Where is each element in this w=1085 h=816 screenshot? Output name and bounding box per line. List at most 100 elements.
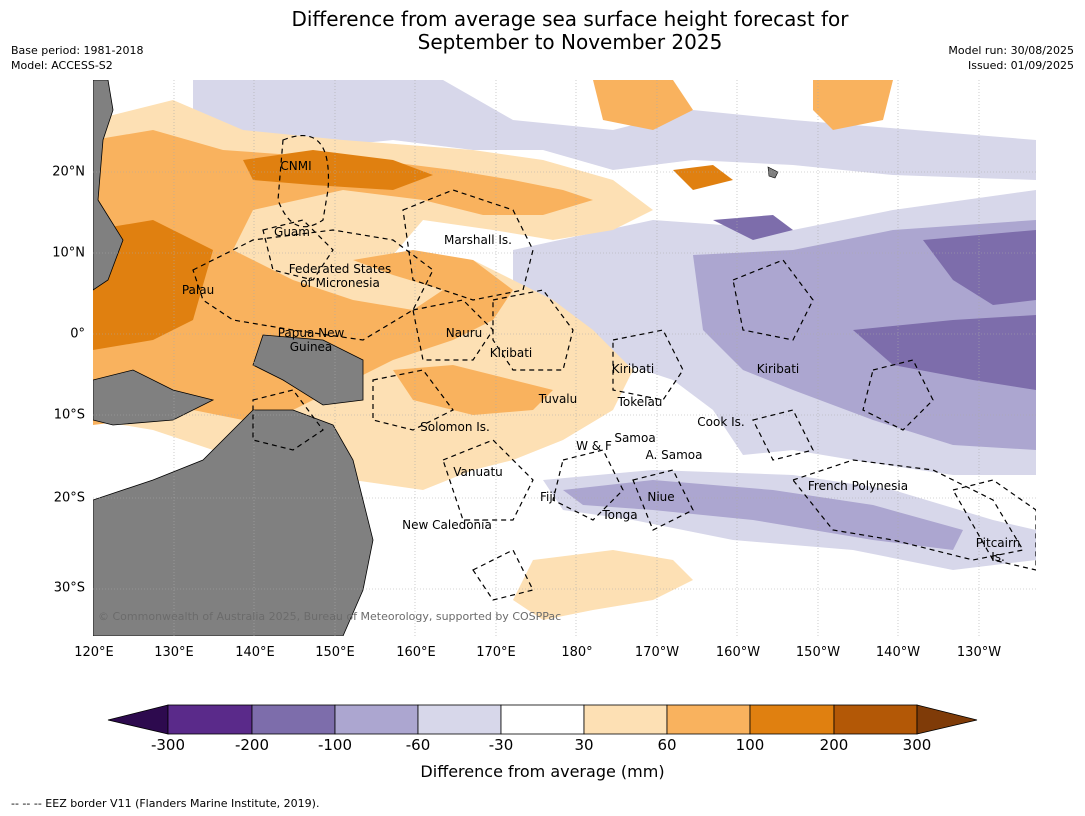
base-period: Base period: 1981-2018 — [11, 44, 144, 57]
lon-label-140e: 140°E — [235, 645, 275, 660]
place-label-fsm: Federated States of Micronesia — [289, 262, 391, 290]
colorbar-bin-3 — [334, 704, 419, 735]
colorbar — [107, 704, 978, 735]
lon-label-150e: 150°E — [315, 645, 355, 660]
place-label-tonga: Tonga — [602, 508, 638, 522]
model-name: Model: ACCESS-S2 — [11, 59, 113, 72]
place-label-french-polynesia: French Polynesia — [807, 479, 909, 493]
anomaly-pos-dark-north — [243, 150, 433, 190]
eez-borders — [192, 135, 1036, 601]
place-label-kiribati-east: Kiribati — [756, 362, 800, 376]
place-label-marshall: Marshall Is. — [444, 233, 512, 247]
lon-label-150w: 150°W — [795, 645, 841, 660]
colorbar-extend-max — [916, 704, 978, 735]
colorbar-tick-30: 30 — [574, 736, 594, 754]
place-label-guam: Guam — [274, 225, 310, 239]
place-label-kiribati-central: Kiribati — [611, 362, 655, 376]
map-svg — [93, 80, 1036, 636]
lon-label-170e: 170°E — [476, 645, 516, 660]
lat-label-10s: 10°S — [53, 407, 85, 423]
pitcairn-line1: Pitcairn — [975, 536, 1021, 550]
lon-label-120e: 120°E — [74, 645, 114, 660]
gridlines — [93, 80, 1036, 636]
png-line1: Papua New — [277, 326, 345, 340]
lat-label-30s: 30°S — [53, 580, 85, 596]
colorbar-tick-200: 200 — [819, 736, 849, 754]
land-hawaii — [767, 166, 779, 179]
lon-label-130w: 130°W — [956, 645, 1002, 660]
land-png — [252, 334, 364, 406]
anomaly-neg-dark-center — [713, 215, 793, 240]
colorbar-tick-100: 100 — [735, 736, 765, 754]
place-label-cook: Cook Is. — [697, 415, 745, 429]
model-run: Model run: 30/08/2025 — [948, 44, 1074, 57]
colorbar-tick-neg100: -100 — [317, 736, 353, 754]
land-australia — [93, 409, 374, 636]
pitcairn-line2: Is. — [991, 550, 1005, 564]
colorbar-bin-2 — [251, 704, 336, 735]
eez-footnote: -- -- -- EEZ border V11 (Flanders Marine… — [11, 797, 320, 810]
colorbar-bin-1 — [167, 704, 253, 735]
anomaly-neg-dark-east — [923, 230, 1036, 305]
lon-label-170w: 170°W — [634, 645, 680, 660]
colorbar-label: Difference from average (mm) — [420, 762, 665, 781]
colorbar-tick-neg300: -300 — [150, 736, 186, 754]
place-label-cnmi: CNMI — [280, 159, 312, 173]
anomaly-pos-northeast-blob — [593, 80, 693, 130]
colorbar-bin-8 — [749, 704, 835, 735]
place-label-kiribati-west: Kiribati — [489, 346, 533, 360]
lon-label-160e: 160°E — [396, 645, 436, 660]
place-label-nauru: Nauru — [445, 326, 483, 340]
anomaly-pos-mid-center — [393, 365, 553, 415]
lon-label-180: 180° — [561, 645, 593, 660]
colorbar-bin-9 — [833, 704, 918, 735]
anomaly-pos-dark-northeast — [673, 165, 733, 190]
anomaly-pos-light-south — [513, 550, 693, 620]
lat-label-0: 0° — [70, 326, 85, 342]
colorbar-tick-60: 60 — [657, 736, 677, 754]
anomaly-neg-mid-south — [563, 480, 963, 550]
colorbar-extend-min — [107, 704, 169, 735]
place-label-solomon: Solomon Is. — [420, 420, 490, 434]
lon-label-140w: 140°W — [875, 645, 921, 660]
lat-label-10n: 10°N — [52, 245, 85, 261]
land-philippines — [93, 80, 124, 291]
run-info: Model run: 30/08/2025 Issued: 01/09/2025 — [948, 43, 1074, 73]
lon-label-130e: 130°E — [154, 645, 194, 660]
copyright-notice: © Commonwealth of Australia 2025, Bureau… — [98, 610, 562, 623]
colorbar-tick-neg200: -200 — [234, 736, 270, 754]
issued-date: Issued: 01/09/2025 — [967, 59, 1074, 72]
colorbar-bin-4 — [417, 704, 502, 735]
place-label-tuvalu: Tuvalu — [538, 392, 578, 406]
anomaly-neg-light-north — [193, 80, 1036, 180]
colorbar-bin-6 — [583, 704, 668, 735]
place-label-new-caledonia: New Caledonia — [402, 518, 492, 532]
chart-title: Difference from average sea surface heig… — [0, 8, 1085, 54]
title-line2: September to November 2025 — [417, 30, 723, 54]
colorbar-bin-5 — [500, 704, 585, 735]
place-label-fiji: Fiji — [539, 490, 557, 504]
colorbar-tick-neg60: -60 — [405, 736, 431, 754]
colorbar-bin-7 — [666, 704, 751, 735]
lat-label-20n: 20°N — [52, 164, 85, 180]
place-label-pitcairn: Pitcairn Is. — [976, 536, 1021, 564]
title-line1: Difference from average sea surface heig… — [291, 7, 849, 31]
colorbar-tick-300: 300 — [902, 736, 932, 754]
forecast-map — [93, 80, 1036, 636]
model-info: Base period: 1981-2018 Model: ACCESS-S2 — [11, 43, 143, 73]
png-line2: Guinea — [289, 340, 333, 354]
place-label-palau: Palau — [181, 283, 215, 297]
place-label-niue: Niue — [647, 490, 675, 504]
fsm-line1: Federated States — [288, 262, 392, 276]
place-label-tokelau: Tokelau — [617, 395, 663, 409]
place-label-samoa: Samoa — [614, 431, 656, 445]
fsm-line2: of Micronesia — [300, 276, 380, 290]
place-label-american-samoa: A. Samoa — [645, 448, 703, 462]
lon-label-160w: 160°W — [715, 645, 761, 660]
place-label-png: Papua New Guinea — [278, 326, 345, 354]
colorbar-tick-neg30: -30 — [488, 736, 514, 754]
anomaly-pos-mid-west — [93, 130, 593, 425]
anomaly-pos-dark-west — [93, 220, 213, 350]
anomaly-pos-northeast-blob2 — [813, 80, 893, 130]
place-label-vanuatu: Vanuatu — [453, 465, 503, 479]
